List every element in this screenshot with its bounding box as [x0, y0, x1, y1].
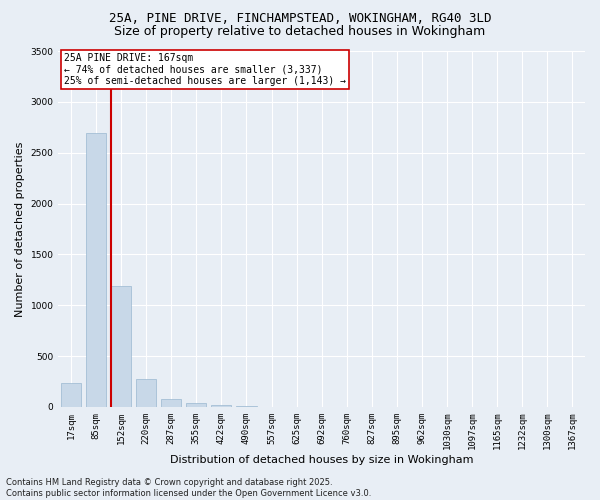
- Bar: [61, 382, 81, 407]
- Bar: [187, 404, 206, 407]
- Text: 25A, PINE DRIVE, FINCHAMPSTEAD, WOKINGHAM, RG40 3LD: 25A, PINE DRIVE, FINCHAMPSTEAD, WOKINGHA…: [109, 12, 491, 26]
- X-axis label: Distribution of detached houses by size in Wokingham: Distribution of detached houses by size …: [170, 455, 473, 465]
- Bar: [136, 380, 156, 407]
- Text: 25A PINE DRIVE: 167sqm
← 74% of detached houses are smaller (3,337)
25% of semi-: 25A PINE DRIVE: 167sqm ← 74% of detached…: [64, 53, 346, 86]
- Text: Size of property relative to detached houses in Wokingham: Size of property relative to detached ho…: [115, 25, 485, 38]
- Bar: [86, 134, 106, 407]
- Bar: [211, 406, 232, 407]
- Text: Contains HM Land Registry data © Crown copyright and database right 2025.
Contai: Contains HM Land Registry data © Crown c…: [6, 478, 371, 498]
- Y-axis label: Number of detached properties: Number of detached properties: [15, 142, 25, 316]
- Bar: [111, 286, 131, 407]
- Bar: [236, 406, 257, 407]
- Bar: [161, 399, 181, 407]
